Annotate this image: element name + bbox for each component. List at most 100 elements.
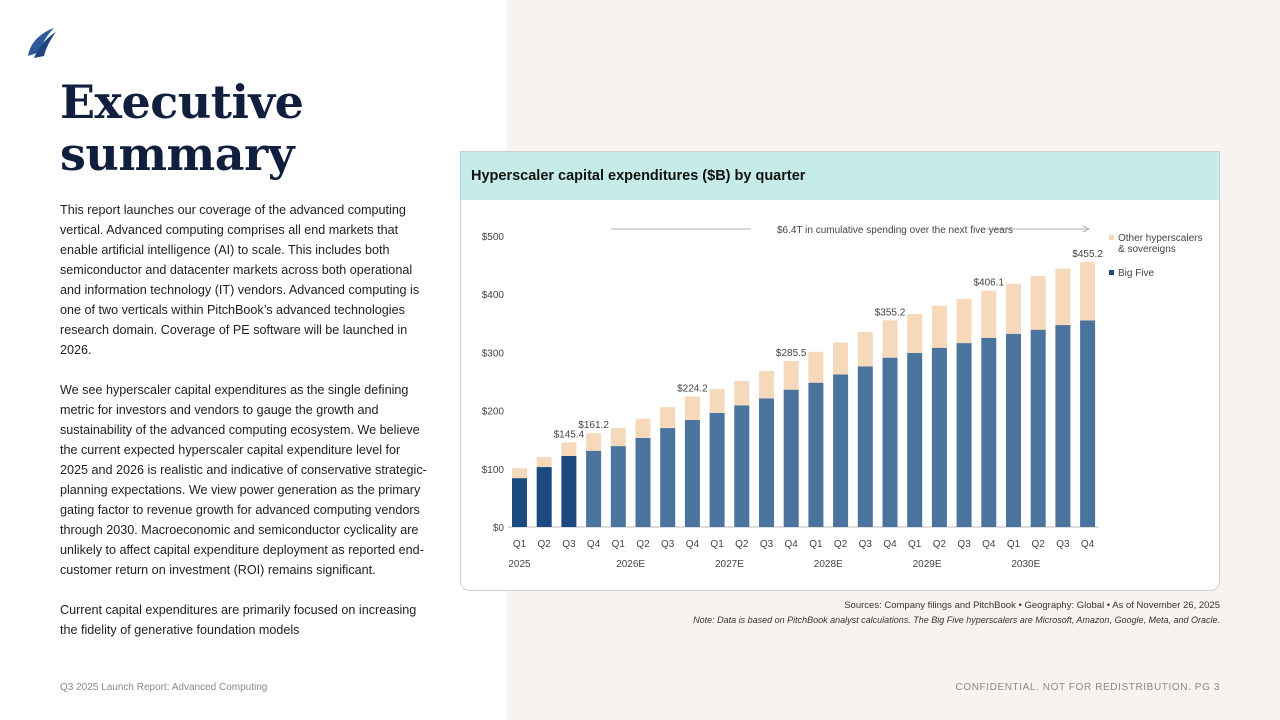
bar-other xyxy=(907,313,923,353)
bar-other xyxy=(684,396,700,420)
data-label: $145.4 xyxy=(554,429,585,440)
bar-other xyxy=(660,407,676,429)
bar-big-five xyxy=(684,419,700,527)
data-label: $406.1 xyxy=(974,278,1005,289)
bar-big-five xyxy=(1030,329,1046,527)
bar-other xyxy=(586,433,602,451)
x-tick-label: Q1 xyxy=(908,539,922,550)
y-tick-label: $400 xyxy=(482,290,505,301)
x-tick-label: Q2 xyxy=(1032,539,1046,550)
x-tick-label: Q4 xyxy=(982,539,996,550)
x-tick-label: Q3 xyxy=(760,539,774,550)
x-tick-label: Q1 xyxy=(612,539,626,550)
x-tick-label: Q1 xyxy=(809,539,823,550)
bar-other xyxy=(536,457,552,468)
annotation-arrow-icon xyxy=(1082,225,1090,233)
sail-logo-icon xyxy=(28,28,56,58)
x-tick-label: Q3 xyxy=(562,539,576,550)
legend-swatch-other xyxy=(1109,235,1114,240)
bar-other xyxy=(857,332,873,367)
bar-other xyxy=(1030,276,1046,330)
annotation-text: $6.4T in cumulative spending over the ne… xyxy=(777,225,1013,236)
x-tick-label: Q1 xyxy=(710,539,724,550)
x-tick-label: Q3 xyxy=(859,539,873,550)
footer-report-title: Q3 2025 Launch Report: Advanced Computin… xyxy=(60,682,268,693)
body-text: This report launches our coverage of the… xyxy=(60,200,430,660)
page-title-line2: summary xyxy=(60,127,294,181)
bar-other xyxy=(512,468,527,479)
bar-big-five xyxy=(635,437,651,527)
data-label: $285.5 xyxy=(776,348,807,359)
bar-big-five xyxy=(833,374,849,527)
chart-title: Hyperscaler capital expenditures ($B) by… xyxy=(461,152,1219,200)
bar-other xyxy=(783,360,799,390)
data-label: $161.2 xyxy=(578,420,609,431)
x-year-label: 2029E xyxy=(913,559,942,570)
y-tick-label: $0 xyxy=(493,523,505,534)
bar-big-five xyxy=(931,347,947,527)
bar-other xyxy=(882,320,898,358)
x-year-label: 2030E xyxy=(1011,559,1040,570)
bar-big-five xyxy=(1055,325,1071,527)
legend-label-other: Other hyperscalers xyxy=(1118,233,1202,244)
bar-big-five xyxy=(907,352,923,527)
x-tick-label: Q2 xyxy=(834,539,848,550)
x-year-label: 2025 xyxy=(508,559,531,570)
bar-big-five xyxy=(759,398,774,527)
chart-note: Note: Data is based on PitchBook analyst… xyxy=(693,615,1220,625)
x-tick-label: Q4 xyxy=(686,539,700,550)
paragraph: This report launches our coverage of the… xyxy=(60,203,420,357)
bar-big-five xyxy=(808,382,824,527)
x-tick-label: Q2 xyxy=(933,539,947,550)
y-tick-label: $100 xyxy=(482,465,505,476)
x-tick-label: Q4 xyxy=(1081,539,1095,550)
x-tick-label: Q3 xyxy=(1056,539,1070,550)
bar-big-five xyxy=(561,455,577,527)
paragraph: Current capital expenditures are primari… xyxy=(60,603,417,637)
x-tick-label: Q1 xyxy=(513,539,527,550)
bar-big-five xyxy=(981,337,997,527)
bar-big-five xyxy=(660,428,676,527)
legend-label-big-five: Big Five xyxy=(1118,268,1155,279)
bar-other xyxy=(734,380,750,406)
bar-other xyxy=(981,290,997,338)
page-title-line1: Executive xyxy=(60,75,304,129)
y-tick-label: $200 xyxy=(482,407,505,418)
x-tick-label: Q3 xyxy=(957,539,971,550)
chart-card: Hyperscaler capital expenditures ($B) by… xyxy=(460,151,1220,591)
legend-swatch-big-five xyxy=(1109,270,1114,275)
data-label: $224.2 xyxy=(677,384,708,395)
x-tick-label: Q4 xyxy=(587,539,601,550)
bar-other xyxy=(561,442,577,456)
bar-other xyxy=(1055,268,1071,326)
x-tick-label: Q2 xyxy=(636,539,650,550)
bar-other xyxy=(635,418,651,438)
x-tick-label: Q1 xyxy=(1007,539,1021,550)
bar-other xyxy=(1080,262,1096,321)
bar-big-five xyxy=(709,412,725,527)
bar-other xyxy=(833,342,849,375)
bar-big-five xyxy=(857,366,873,527)
bar-big-five xyxy=(1080,320,1096,527)
bar-big-five xyxy=(734,405,750,527)
bar-other xyxy=(1006,283,1021,334)
x-year-label: 2026E xyxy=(616,559,645,570)
legend-label-other-line2: & sovereigns xyxy=(1118,244,1176,255)
bar-big-five xyxy=(536,467,552,527)
bar-other xyxy=(956,298,972,344)
x-year-label: 2028E xyxy=(814,559,843,570)
bar-other xyxy=(759,371,774,399)
bar-other xyxy=(610,428,626,447)
bar-big-five xyxy=(882,357,898,527)
bar-other xyxy=(931,305,947,348)
x-tick-label: Q3 xyxy=(661,539,675,550)
footer-confidential: CONFIDENTIAL. NOT FOR REDISTRIBUTION. PG… xyxy=(955,682,1220,693)
paragraph: We see hyperscaler capital expenditures … xyxy=(60,383,427,577)
bar-other xyxy=(808,351,824,383)
bar-big-five xyxy=(783,389,799,527)
data-label: $455.2 xyxy=(1072,249,1103,260)
stacked-bar-chart: $0 $100 $200 $300 $400 $500 Q1 Q2 Q3 Q4 Q1 Q2 Q3 Q4 Q1… xyxy=(482,225,1203,570)
bar-other xyxy=(709,389,725,413)
bar-big-five xyxy=(586,450,602,527)
bar-big-five xyxy=(610,446,626,527)
